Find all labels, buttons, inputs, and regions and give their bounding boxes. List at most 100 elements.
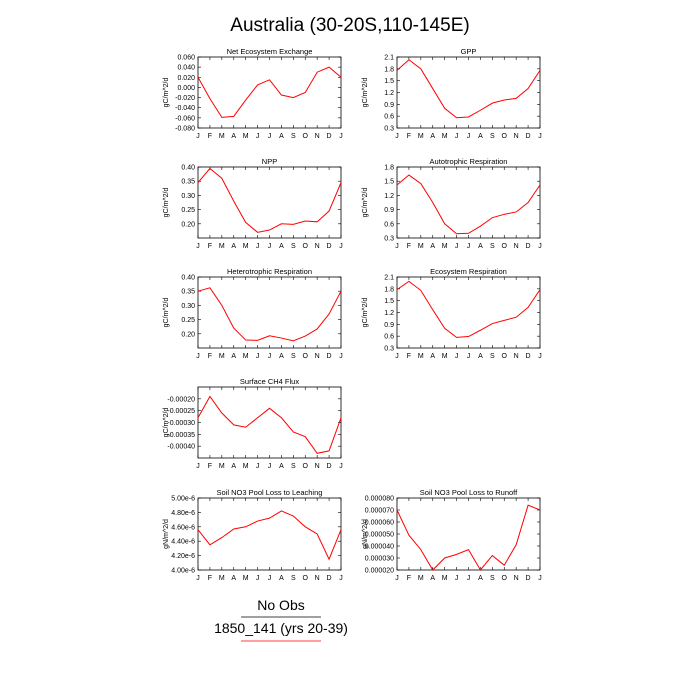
y-tick-label: 4.60e-6 xyxy=(171,524,195,531)
y-tick-label: 0.3 xyxy=(384,346,394,353)
panel: Ecosystem Respiration gC/m^2/d 2.1 1.8 1.5 1.… xyxy=(362,267,542,360)
x-tick-label: D xyxy=(327,463,332,470)
y-tick-label: 1.2 xyxy=(384,193,394,200)
x-tick-label: A xyxy=(279,133,284,140)
y-tick-label: 5.00e-6 xyxy=(171,496,195,503)
panels: Net Ecosystem Exchange gC/m^2/d 0.060 0.040… xyxy=(163,47,542,582)
series-line xyxy=(396,280,541,338)
y-tick-label: 2.1 xyxy=(384,275,394,282)
panel: Soil NO3 Pool Loss to Leaching gN/m^2/d 5.… xyxy=(163,488,343,582)
y-tick-label: 2.1 xyxy=(384,55,394,62)
x-tick-label: S xyxy=(490,243,495,250)
y-axis-label: gC/m^2/d xyxy=(163,188,170,218)
y-tick-label: 1.5 xyxy=(384,179,394,186)
x-tick-label: J xyxy=(256,353,260,360)
x-tick-label: O xyxy=(303,575,309,582)
y-tick-label: 0.020 xyxy=(177,75,195,82)
series-line xyxy=(197,167,342,233)
x-tick-label: S xyxy=(291,243,296,250)
x-tick-label: O xyxy=(303,243,309,250)
x-tick-label: M xyxy=(442,575,448,582)
y-tick-label: 0.40 xyxy=(181,275,195,282)
x-tick-label: S xyxy=(291,575,296,582)
x-tick-label: N xyxy=(514,133,519,140)
x-tick-label: J xyxy=(256,133,260,140)
y-tick-label: 0.9 xyxy=(384,322,394,329)
x-tick-label: A xyxy=(430,353,435,360)
y-tick-label: -0.00035 xyxy=(167,432,195,439)
x-tick-label: M xyxy=(243,243,249,250)
x-tick-label: O xyxy=(303,463,309,470)
x-tick-label: S xyxy=(291,353,296,360)
x-tick-label: D xyxy=(327,243,332,250)
x-tick-label: O xyxy=(303,133,309,140)
x-tick-label: A xyxy=(430,133,435,140)
x-tick-label: N xyxy=(514,353,519,360)
y-tick-label: 0.000080 xyxy=(365,496,394,503)
y-tick-label: 0.040 xyxy=(177,65,195,72)
y-tick-label: 0.3 xyxy=(384,126,394,133)
y-tick-label: 0.30 xyxy=(181,193,195,200)
x-tick-label: A xyxy=(430,575,435,582)
series-line xyxy=(197,287,342,342)
plot-frame xyxy=(197,166,342,239)
y-axis-label: gC/m^2/d xyxy=(163,78,170,108)
x-tick-label: J xyxy=(268,353,272,360)
y-tick-label: 0.000030 xyxy=(365,556,394,563)
y-tick-label: -0.00030 xyxy=(167,420,195,427)
y-tick-label: -0.00025 xyxy=(167,408,195,415)
y-tick-label: 4.00e-6 xyxy=(171,568,195,575)
panel-title: NPP xyxy=(262,157,277,166)
x-tick-label: J xyxy=(538,575,542,582)
x-tick-label: O xyxy=(502,243,508,250)
series-line xyxy=(396,59,541,119)
x-tick-label: F xyxy=(208,243,212,250)
y-tick-label: 0.25 xyxy=(181,317,195,324)
x-tick-label: M xyxy=(442,133,448,140)
x-tick-label: J xyxy=(196,463,200,470)
x-tick-label: M xyxy=(442,353,448,360)
x-tick-label: A xyxy=(478,575,483,582)
panel: Heterotrophic Respiration gC/m^2/d 0.40 0.3… xyxy=(163,267,343,360)
x-tick-label: J xyxy=(395,353,399,360)
x-tick-label: N xyxy=(315,575,320,582)
y-tick-label: 1.5 xyxy=(384,78,394,85)
plot-frame xyxy=(396,166,541,239)
y-tick-label: -0.00040 xyxy=(167,444,195,451)
x-tick-label: J xyxy=(538,243,542,250)
y-tick-label: 0.6 xyxy=(384,221,394,228)
legend-model-label: 1850_141 (yrs 20-39) xyxy=(214,620,348,636)
x-tick-label: J xyxy=(196,353,200,360)
x-tick-label: O xyxy=(502,575,508,582)
y-tick-label: 0.000060 xyxy=(365,520,394,527)
legend-obs-label: No Obs xyxy=(257,597,304,613)
x-tick-label: A xyxy=(478,133,483,140)
x-tick-label: J xyxy=(455,353,459,360)
x-tick-label: A xyxy=(279,353,284,360)
panel-title: Surface CH4 Flux xyxy=(240,377,299,386)
plot-frame xyxy=(197,386,342,459)
x-tick-label: A xyxy=(279,463,284,470)
panel: Soil NO3 Pool Loss to RunoffgN/m^2/d0.00… xyxy=(362,488,542,582)
y-tick-label: -0.040 xyxy=(175,105,195,112)
y-axis-label: gC/m^2/d xyxy=(163,298,170,328)
y-tick-label: 0.000 xyxy=(177,85,195,92)
x-tick-label: S xyxy=(291,463,296,470)
y-tick-label: 0.30 xyxy=(181,303,195,310)
main-title: Australia (30-20S,110-145E) xyxy=(230,15,469,36)
y-axis-label: gC/m^2/d xyxy=(362,78,369,108)
x-tick-label: N xyxy=(315,133,320,140)
x-tick-label: S xyxy=(490,353,495,360)
x-tick-label: J xyxy=(538,353,542,360)
y-tick-label: 0.6 xyxy=(384,334,394,341)
x-tick-label: M xyxy=(243,353,249,360)
x-tick-label: J xyxy=(256,243,260,250)
x-tick-label: O xyxy=(502,133,508,140)
y-tick-label: 1.5 xyxy=(384,298,394,305)
y-tick-label: 0.000070 xyxy=(365,508,394,515)
x-tick-label: J xyxy=(196,575,200,582)
x-tick-label: A xyxy=(478,243,483,250)
x-tick-label: M xyxy=(219,133,225,140)
